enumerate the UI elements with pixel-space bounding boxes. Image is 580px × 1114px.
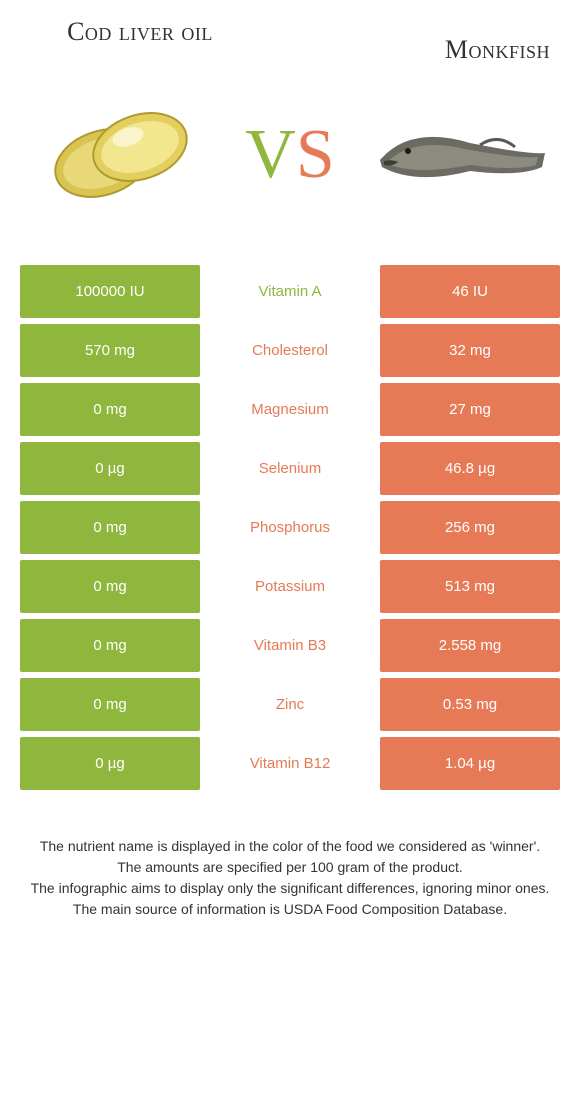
vs-s: S [296,115,335,195]
right-value: 32 mg [380,324,560,377]
right-value: 1.04 µg [380,737,560,790]
left-value: 0 mg [20,678,200,731]
right-value: 513 mg [380,560,560,613]
table-row: 0 µgVitamin B121.04 µg [20,737,560,790]
table-row: 0 mgVitamin B32.558 mg [20,619,560,672]
images-row: VS [0,65,580,265]
title-left: Cod liver oil [30,18,250,47]
table-row: 0 mgMagnesium27 mg [20,383,560,436]
right-value: 27 mg [380,383,560,436]
left-value: 0 mg [20,619,200,672]
nutrient-label: Vitamin A [200,265,380,318]
footer-line-4: The main source of information is USDA F… [20,899,560,920]
right-value: 46.8 µg [380,442,560,495]
monkfish-image [370,85,550,225]
nutrient-label: Zinc [200,678,380,731]
table-row: 0 mgPotassium513 mg [20,560,560,613]
table-row: 0 mgZinc0.53 mg [20,678,560,731]
comparison-table: 100000 IUVitamin A46 IU 570 mgCholesterol… [20,265,560,790]
right-value: 0.53 mg [380,678,560,731]
left-value: 0 µg [20,442,200,495]
cod-liver-oil-image [30,85,210,225]
nutrient-label: Vitamin B3 [200,619,380,672]
nutrient-label: Vitamin B12 [200,737,380,790]
left-value: 0 mg [20,383,200,436]
table-row: 0 mgPhosphorus256 mg [20,501,560,554]
table-row: 100000 IUVitamin A46 IU [20,265,560,318]
footer-notes: The nutrient name is displayed in the co… [0,796,580,920]
footer-line-2: The amounts are specified per 100 gram o… [20,857,560,878]
nutrient-label: Phosphorus [200,501,380,554]
table-row: 0 µgSelenium46.8 µg [20,442,560,495]
nutrient-label: Potassium [200,560,380,613]
right-value: 2.558 mg [380,619,560,672]
header: Cod liver oil Monkfish [0,0,580,65]
left-value: 0 mg [20,501,200,554]
nutrient-label: Selenium [200,442,380,495]
left-value: 570 mg [20,324,200,377]
footer-line-3: The infographic aims to display only the… [20,878,560,899]
footer-line-1: The nutrient name is displayed in the co… [20,836,560,857]
nutrient-label: Cholesterol [200,324,380,377]
left-value: 0 µg [20,737,200,790]
title-right: Monkfish [330,18,550,65]
right-value: 46 IU [380,265,560,318]
vs-label: VS [245,115,335,195]
right-value: 256 mg [380,501,560,554]
nutrient-label: Magnesium [200,383,380,436]
vs-v: V [245,115,296,195]
left-value: 0 mg [20,560,200,613]
left-value: 100000 IU [20,265,200,318]
table-row: 570 mgCholesterol32 mg [20,324,560,377]
